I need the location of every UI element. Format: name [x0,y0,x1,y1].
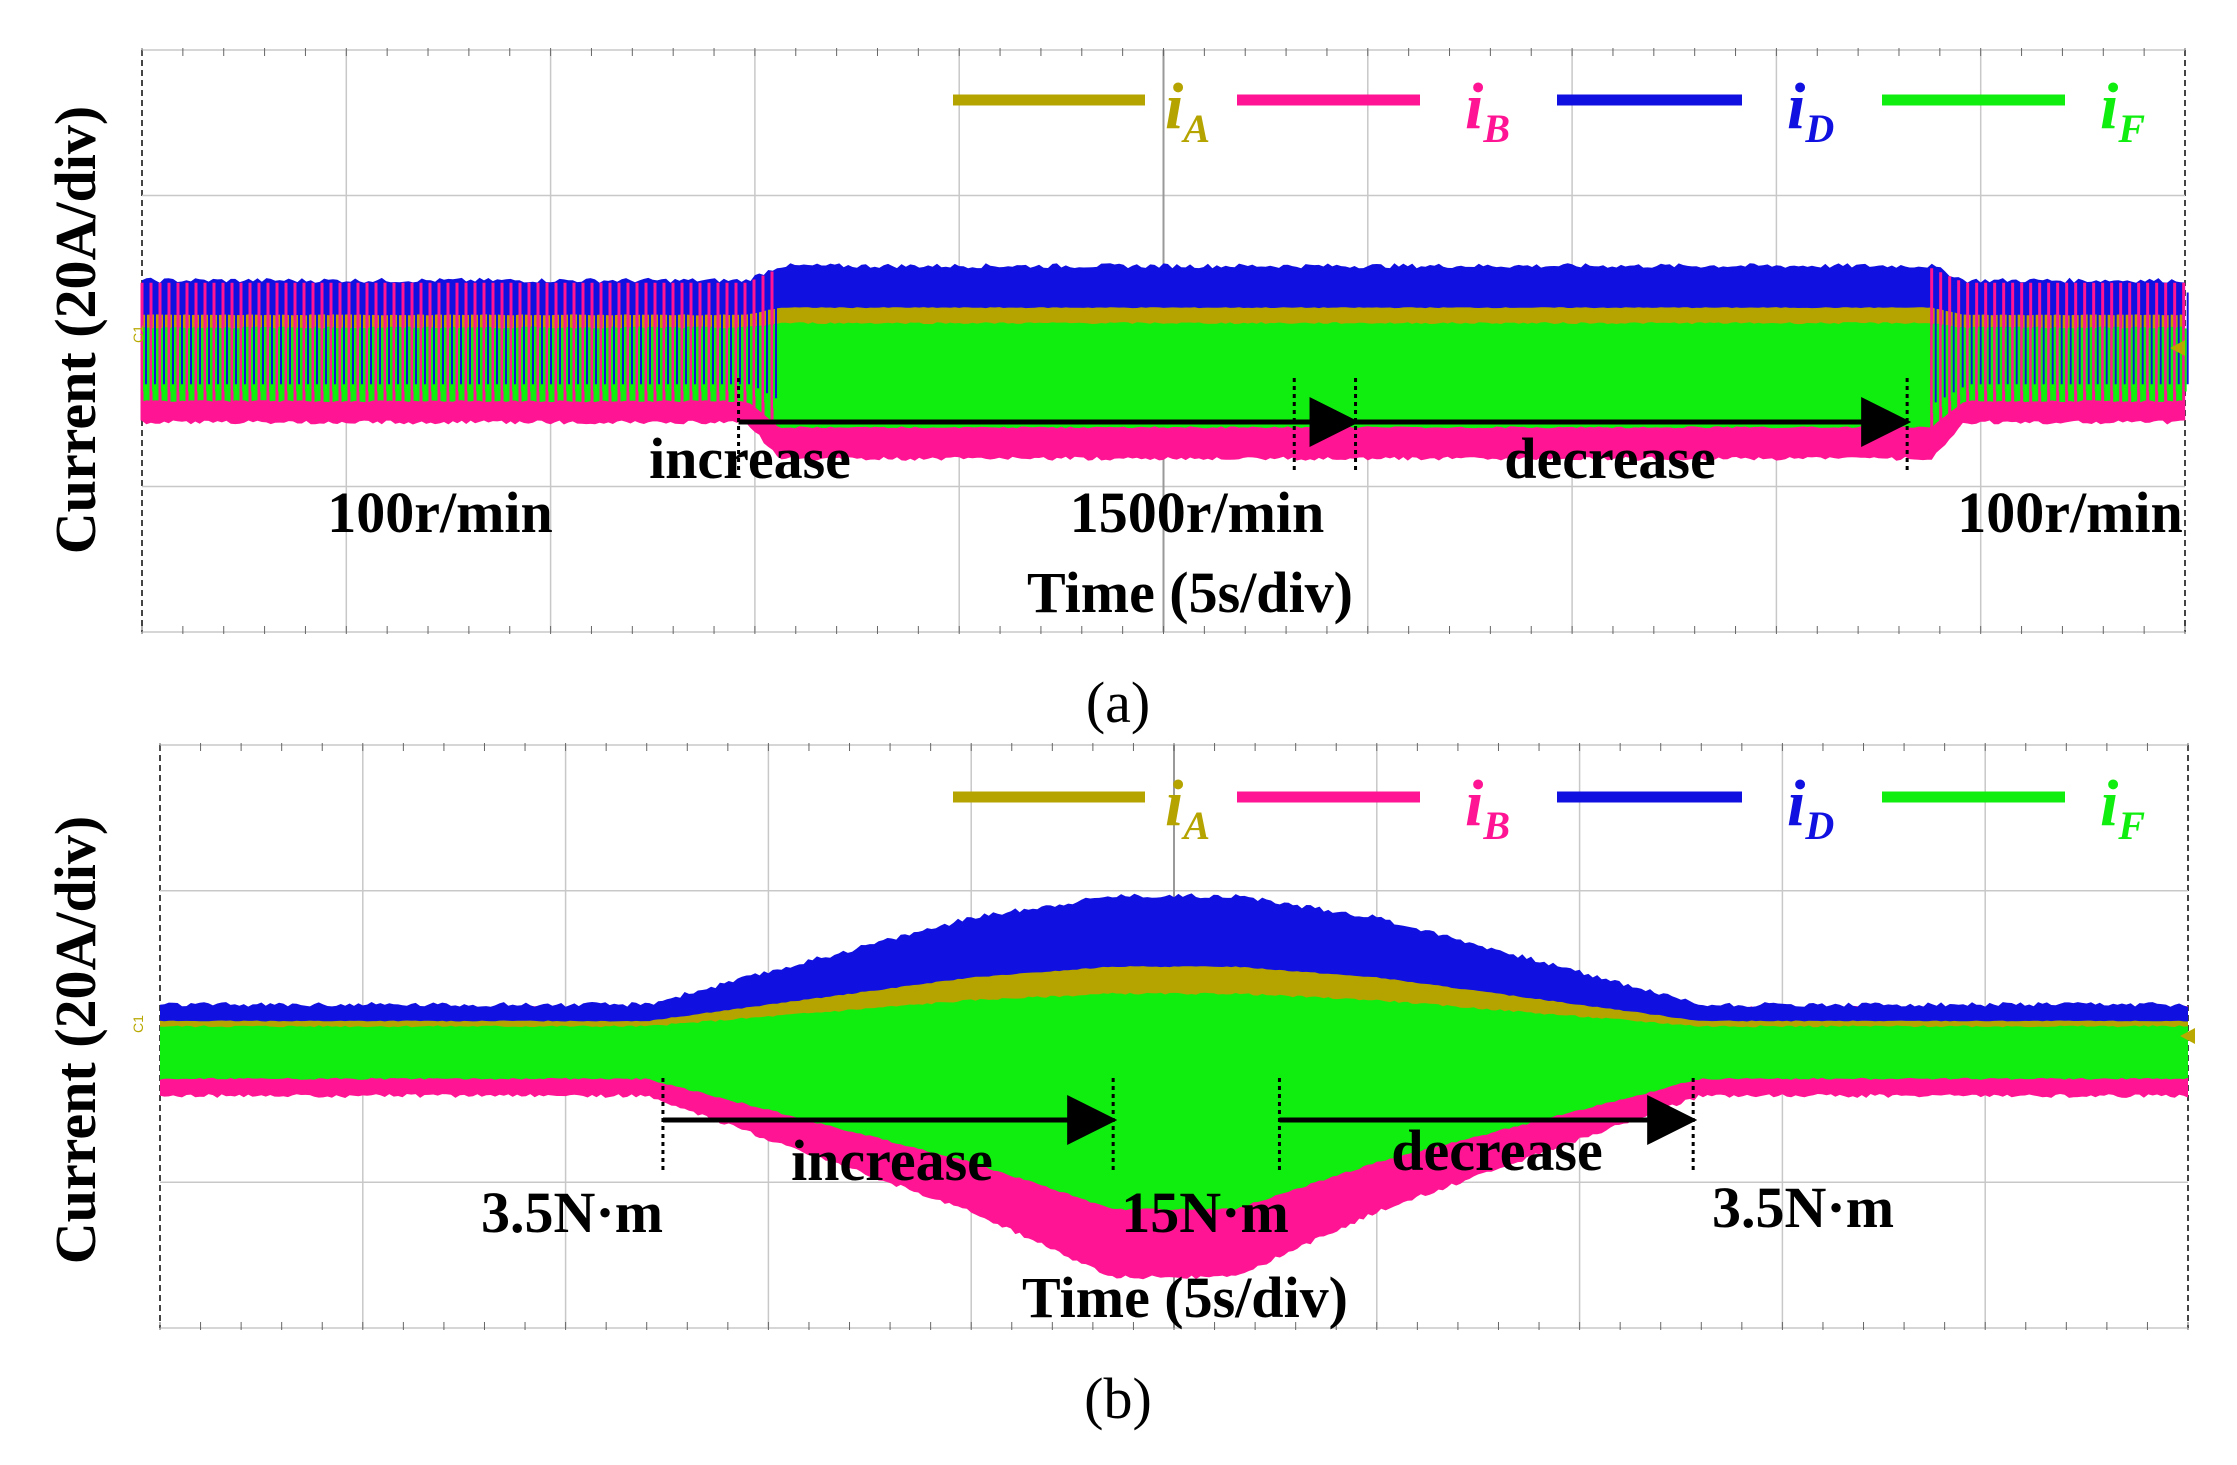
trace-iF [142,322,2185,429]
trigger-level-arrow [2180,1028,2195,1044]
legend-label-iA: iA [1165,70,1210,151]
annotation-decrease: decrease [1391,1118,1603,1183]
legend-label-iB-base: i [1465,767,1484,840]
panel-b-legend: iA iB iD iF [953,767,2145,848]
legend-label-iF: iF [2100,70,2145,151]
legend-label-iA: iA [1165,767,1210,848]
panel-b: iA iB iD iF 3.5N·m 15N·m 3.5N·m increase… [43,743,2195,1431]
legend-label-iF-base: i [2100,70,2119,143]
legend-label-iB-base: i [1465,70,1484,143]
legend-label-iD-sub: D [1804,106,1834,151]
legend-label-iA-base: i [1165,767,1184,840]
marker-label-15nm: 15N·m [1121,1180,1289,1245]
legend-label-iD-sub: D [1804,803,1834,848]
trigger-level-arrow [2170,340,2185,356]
caption-b: (b) [1084,1366,1152,1431]
legend-label-iD-base: i [1787,70,1806,143]
legend-label-iA-sub: A [1180,106,1210,151]
legend-label-iF-base: i [2100,767,2119,840]
channel-marker: C1 [130,1015,146,1033]
y-axis-label: Current (20A/div) [43,106,108,554]
annotation-increase: increase [649,426,851,491]
panel-b-traces [160,893,2188,1280]
legend-label-iA-base: i [1165,70,1184,143]
x-axis-label: Time (5s/div) [1022,1265,1348,1330]
x-axis-label: Time (5s/div) [1027,560,1353,625]
trace-iF [160,992,2188,1211]
legend-label-iD: iD [1787,767,1834,848]
legend-label-iD-base: i [1787,767,1806,840]
channel-marker: C1 [130,325,146,343]
legend-label-iA-sub: A [1180,803,1210,848]
legend-label-iB-sub: B [1482,106,1510,151]
annotation-decrease: decrease [1504,426,1716,491]
marker-label-1500rpm: 1500r/min [1070,480,1325,545]
panel-b-annotations [661,1078,1698,1170]
legend-label-iF-sub: F [2117,106,2145,151]
panel-a-annotations [737,378,1912,470]
legend-label-iD: iD [1787,70,1834,151]
panel-a: iA iB iD iF 100r/min 1500r/min 100r/min … [43,48,2189,735]
legend-label-iB: iB [1465,70,1510,151]
legend-label-iB: iB [1465,767,1510,848]
panel-a-legend: iA iB iD iF [953,70,2145,151]
annotation-increase: increase [791,1128,993,1193]
marker-label-100rpm-start: 100r/min [327,480,553,545]
legend-label-iB-sub: B [1482,803,1510,848]
marker-label-100rpm-end: 100r/min [1957,480,2183,545]
caption-a: (a) [1086,670,1150,735]
marker-label-3-5nm-end: 3.5N·m [1712,1175,1894,1240]
legend-label-iF: iF [2100,767,2145,848]
panel-a-traces [140,263,2189,461]
legend-label-iF-sub: F [2117,803,2145,848]
marker-label-3-5nm-start: 3.5N·m [481,1180,663,1245]
y-axis-label: Current (20A/div) [43,816,108,1264]
